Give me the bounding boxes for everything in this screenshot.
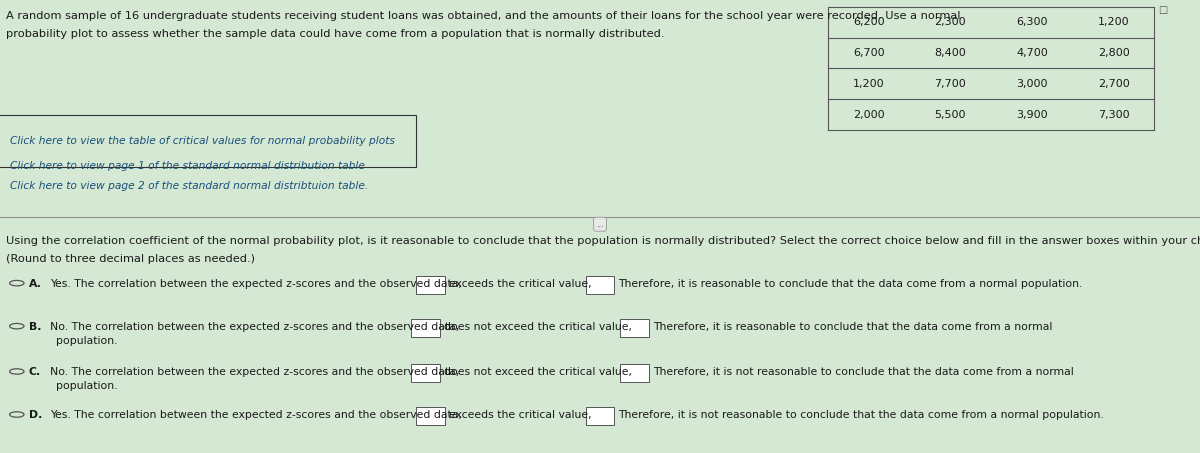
- Text: 7,700: 7,700: [935, 79, 966, 89]
- Text: Therefore, it is reasonable to conclude that the data come from a normal: Therefore, it is reasonable to conclude …: [653, 322, 1052, 332]
- Text: B.: B.: [29, 322, 41, 332]
- Text: A random sample of 16 undergraduate students receiving student loans was obtaine: A random sample of 16 undergraduate stud…: [6, 11, 960, 21]
- Text: 2,700: 2,700: [1098, 79, 1129, 89]
- Text: (Round to three decimal places as needed.): (Round to three decimal places as needed…: [6, 254, 256, 264]
- FancyBboxPatch shape: [586, 407, 614, 425]
- FancyBboxPatch shape: [412, 319, 440, 337]
- Text: population.: population.: [56, 336, 118, 346]
- Text: A.: A.: [29, 279, 42, 289]
- Text: 2,300: 2,300: [935, 17, 966, 27]
- Text: probability plot to assess whether the sample data could have come from a popula: probability plot to assess whether the s…: [6, 29, 665, 39]
- Text: ...: ...: [596, 220, 604, 229]
- Text: does not exceed the critical value,: does not exceed the critical value,: [444, 367, 631, 377]
- Text: Therefore, it is reasonable to conclude that the data come from a normal populat: Therefore, it is reasonable to conclude …: [618, 279, 1082, 289]
- Text: No. The correlation between the expected z-scores and the observed data,: No. The correlation between the expected…: [50, 322, 460, 332]
- Text: exceeds the critical value,: exceeds the critical value,: [449, 279, 592, 289]
- FancyBboxPatch shape: [416, 407, 445, 425]
- Text: Click here to view page 1 of the standard normal distribution table: Click here to view page 1 of the standar…: [10, 161, 365, 171]
- Text: 3,900: 3,900: [1016, 110, 1048, 120]
- Text: C.: C.: [29, 367, 41, 377]
- Text: Click here to view page 2 of the standard normal distribtuion table.: Click here to view page 2 of the standar…: [10, 181, 368, 191]
- Text: exceeds the critical value,: exceeds the critical value,: [449, 410, 592, 420]
- FancyBboxPatch shape: [620, 364, 649, 382]
- Text: 7,300: 7,300: [1098, 110, 1129, 120]
- Text: Therefore, it is not reasonable to conclude that the data come from a normal: Therefore, it is not reasonable to concl…: [653, 367, 1074, 377]
- Text: 6,700: 6,700: [853, 48, 884, 58]
- Text: Click here to view the table of critical values for normal probability plots: Click here to view the table of critical…: [10, 136, 395, 146]
- Text: 2,000: 2,000: [853, 110, 884, 120]
- Text: 2,800: 2,800: [1098, 48, 1129, 58]
- Text: 6,200: 6,200: [853, 17, 884, 27]
- Text: population.: population.: [56, 381, 118, 391]
- Text: □: □: [1158, 5, 1168, 14]
- FancyBboxPatch shape: [620, 319, 649, 337]
- Text: Using the correlation coefficient of the normal probability plot, is it reasonab: Using the correlation coefficient of the…: [6, 236, 1200, 246]
- Text: Yes. The correlation between the expected z-scores and the observed data,: Yes. The correlation between the expecte…: [50, 410, 462, 420]
- Text: 1,200: 1,200: [853, 79, 884, 89]
- FancyBboxPatch shape: [412, 364, 440, 382]
- FancyBboxPatch shape: [586, 276, 614, 294]
- Text: Therefore, it is not reasonable to conclude that the data come from a normal pop: Therefore, it is not reasonable to concl…: [618, 410, 1104, 420]
- Text: No. The correlation between the expected z-scores and the observed data,: No. The correlation between the expected…: [50, 367, 460, 377]
- Text: 5,500: 5,500: [935, 110, 966, 120]
- Text: 1,200: 1,200: [1098, 17, 1129, 27]
- Text: 3,000: 3,000: [1016, 79, 1048, 89]
- Text: Yes. The correlation between the expected z-scores and the observed data,: Yes. The correlation between the expecte…: [50, 279, 462, 289]
- Text: D.: D.: [29, 410, 42, 420]
- FancyBboxPatch shape: [416, 276, 445, 294]
- Text: does not exceed the critical value,: does not exceed the critical value,: [444, 322, 631, 332]
- Text: 8,400: 8,400: [935, 48, 966, 58]
- Text: 4,700: 4,700: [1016, 48, 1048, 58]
- Text: 6,300: 6,300: [1016, 17, 1048, 27]
